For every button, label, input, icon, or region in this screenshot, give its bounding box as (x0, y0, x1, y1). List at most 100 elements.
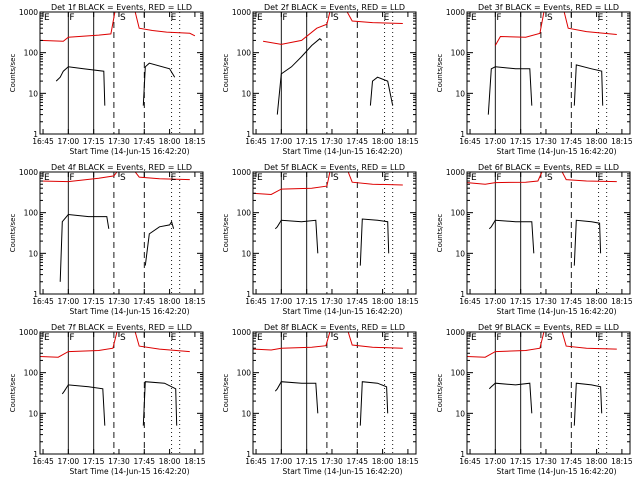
y-tick-label: 10 (28, 89, 38, 98)
y-tick-label: 1000 (19, 328, 38, 337)
events-series-line (573, 382, 603, 426)
x-axis-label: Start Time (14-Jun-15 16:42:20) (70, 307, 190, 316)
x-tick-label: 18:15 (397, 457, 419, 466)
phase-marker-label: E (44, 13, 50, 23)
panel-3: 1 10 100 1000 16:45 17:00 17:15 17:30 17:45 18:00… (436, 3, 633, 156)
x-tick-label: 17:45 (346, 457, 368, 466)
phase-marker-label: S (547, 173, 553, 183)
y-tick-label: 100 (24, 369, 39, 378)
phase-marker-label: S (333, 13, 339, 23)
events-series-line (274, 219, 319, 254)
phase-marker-label: E (598, 333, 604, 343)
phase-marker-label: F (282, 13, 287, 23)
x-tick-label: 17:45 (133, 457, 155, 466)
x-tick-label: 18:15 (184, 297, 206, 306)
x-tick-label: 17:30 (108, 457, 130, 466)
lld-series-line (466, 171, 617, 185)
x-tick-label: 18:00 (372, 297, 394, 306)
y-tick-label: 1 (246, 130, 251, 139)
x-tick-label: 17:45 (346, 297, 368, 306)
y-axis-label: Counts/sec (436, 374, 444, 413)
y-tick-label: 10 (455, 89, 465, 98)
y-tick-label: 100 (451, 369, 466, 378)
x-tick-label: 18:15 (184, 137, 206, 146)
x-tick-label: 16:45 (459, 137, 481, 146)
phase-marker-label: F (496, 173, 501, 183)
y-axis-label: Counts/sec (436, 214, 444, 253)
y-tick-label: 10 (241, 249, 251, 258)
events-series-line (359, 218, 390, 266)
plot-frame (39, 171, 204, 295)
x-tick-label: 17:45 (133, 297, 155, 306)
x-tick-label: 17:15 (510, 457, 532, 466)
y-axis-label: Counts/sec (222, 374, 230, 413)
panel-title: Det 5f BLACK = Events, RED = LLD (264, 163, 405, 172)
y-tick-label: 1 (460, 450, 465, 459)
x-tick-label: 17:45 (560, 137, 582, 146)
x-tick-label: 17:00 (271, 457, 293, 466)
phase-marker-label: E (471, 173, 477, 183)
phase-marker-label: E (257, 333, 263, 343)
events-series-line (359, 381, 389, 426)
plot-frame (466, 171, 631, 295)
y-tick-label: 100 (237, 369, 252, 378)
events-series-line (276, 38, 323, 115)
events-series-line (573, 219, 602, 266)
y-tick-label: 10 (241, 409, 251, 418)
phase-marker-label: E (384, 173, 390, 183)
plot-frame (252, 11, 417, 135)
x-tick-label: 17:00 (485, 457, 507, 466)
phase-marker-label: E (171, 173, 177, 183)
panel-title: Det 4f BLACK = Events, RED = LLD (51, 163, 192, 172)
x-tick-label: 17:00 (271, 137, 293, 146)
events-series-line (59, 213, 110, 282)
lld-series-line (39, 331, 190, 358)
events-series-line (488, 219, 535, 254)
y-tick-label: 100 (451, 49, 466, 58)
phase-marker-label: F (496, 13, 501, 23)
phase-marker-label: E (171, 13, 177, 23)
x-tick-label: 18:00 (372, 457, 394, 466)
x-tick-label: 17:30 (321, 457, 343, 466)
x-tick-label: 17:30 (321, 297, 343, 306)
y-tick-label: 100 (451, 209, 466, 218)
x-axis-label: Start Time (14-Jun-15 16:42:20) (283, 307, 403, 316)
x-tick-label: 17:00 (58, 297, 80, 306)
x-tick-label: 17:15 (83, 137, 105, 146)
y-axis-label: Counts/sec (222, 54, 230, 93)
x-tick-label: 17:00 (271, 297, 293, 306)
y-tick-label: 10 (28, 409, 38, 418)
phase-marker-label: S (120, 13, 126, 23)
phase-marker-label: S (120, 173, 126, 183)
lld-series-line (39, 171, 190, 183)
panel-title: Det 9f BLACK = Events, RED = LLD (478, 323, 619, 332)
phase-marker-label: E (471, 13, 477, 23)
phase-marker-label: S (333, 333, 339, 343)
x-tick-label: 18:00 (586, 137, 608, 146)
events-series-line (144, 220, 175, 266)
x-tick-label: 18:15 (611, 457, 633, 466)
phase-marker-label: S (547, 13, 553, 23)
lld-series-line (252, 171, 403, 196)
x-tick-label: 17:45 (560, 297, 582, 306)
x-tick-label: 16:45 (245, 297, 267, 306)
panel-title: Det 1f BLACK = Events, RED = LLD (51, 3, 192, 12)
phase-marker-label: E (598, 173, 604, 183)
x-tick-label: 17:15 (296, 137, 318, 146)
y-tick-label: 1000 (232, 8, 251, 17)
x-tick-label: 17:30 (108, 137, 130, 146)
x-tick-label: 17:15 (296, 297, 318, 306)
y-tick-label: 1000 (446, 168, 465, 177)
events-series-line (274, 381, 319, 414)
x-axis-label: Start Time (14-Jun-15 16:42:20) (497, 307, 617, 316)
x-tick-label: 17:45 (560, 457, 582, 466)
x-tick-label: 16:45 (32, 297, 54, 306)
y-tick-label: 10 (455, 409, 465, 418)
x-tick-label: 17:30 (535, 457, 557, 466)
phase-marker-label: F (496, 333, 501, 343)
y-tick-label: 1 (460, 290, 465, 299)
y-tick-label: 10 (28, 249, 38, 258)
x-axis-label: Start Time (14-Jun-15 16:42:20) (497, 467, 617, 476)
phase-marker-label: E (384, 13, 390, 23)
